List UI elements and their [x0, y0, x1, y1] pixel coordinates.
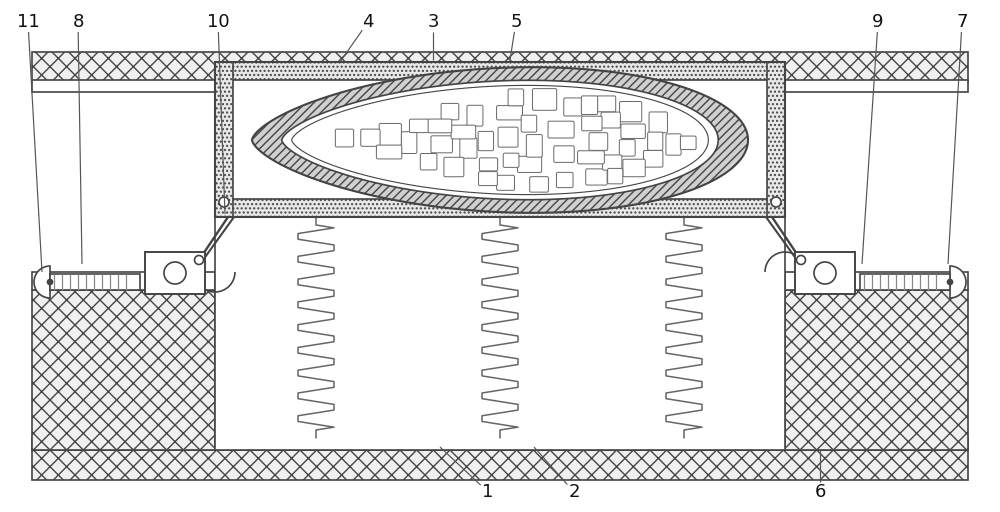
- FancyBboxPatch shape: [564, 98, 582, 116]
- Circle shape: [164, 262, 186, 284]
- Text: 7: 7: [956, 13, 968, 31]
- FancyBboxPatch shape: [379, 123, 401, 146]
- FancyBboxPatch shape: [666, 134, 681, 155]
- Text: 11: 11: [17, 13, 39, 31]
- FancyBboxPatch shape: [517, 156, 542, 173]
- FancyBboxPatch shape: [601, 112, 620, 128]
- FancyBboxPatch shape: [556, 173, 573, 187]
- Circle shape: [194, 255, 204, 265]
- Circle shape: [814, 262, 836, 284]
- Wedge shape: [34, 266, 50, 298]
- FancyBboxPatch shape: [532, 89, 557, 110]
- Circle shape: [48, 280, 52, 285]
- FancyBboxPatch shape: [478, 132, 494, 151]
- FancyBboxPatch shape: [335, 129, 354, 147]
- FancyBboxPatch shape: [401, 132, 417, 154]
- FancyBboxPatch shape: [623, 159, 645, 177]
- Bar: [215, 62, 233, 217]
- FancyBboxPatch shape: [441, 103, 459, 120]
- Text: 5: 5: [510, 13, 522, 31]
- FancyBboxPatch shape: [648, 132, 663, 151]
- FancyBboxPatch shape: [503, 153, 519, 167]
- Circle shape: [948, 280, 952, 285]
- Bar: [145, 252, 205, 294]
- Bar: [215, 62, 785, 80]
- FancyBboxPatch shape: [479, 172, 497, 185]
- FancyBboxPatch shape: [479, 158, 498, 171]
- Bar: [50, 274, 140, 290]
- FancyBboxPatch shape: [498, 127, 518, 147]
- Bar: [215, 199, 785, 217]
- Text: 10: 10: [207, 13, 229, 31]
- FancyBboxPatch shape: [548, 121, 574, 138]
- Polygon shape: [282, 80, 718, 200]
- Bar: [32, 290, 215, 450]
- FancyBboxPatch shape: [451, 125, 476, 139]
- Bar: [215, 62, 785, 217]
- FancyBboxPatch shape: [582, 116, 602, 131]
- FancyBboxPatch shape: [467, 105, 483, 126]
- FancyBboxPatch shape: [444, 157, 464, 177]
- FancyBboxPatch shape: [530, 177, 548, 192]
- FancyBboxPatch shape: [589, 133, 608, 151]
- FancyBboxPatch shape: [621, 124, 645, 138]
- Bar: [795, 252, 855, 294]
- Bar: [767, 62, 785, 217]
- FancyBboxPatch shape: [649, 112, 667, 133]
- FancyBboxPatch shape: [431, 136, 452, 153]
- FancyBboxPatch shape: [578, 151, 604, 164]
- Bar: [785, 272, 968, 290]
- FancyBboxPatch shape: [608, 168, 623, 184]
- FancyBboxPatch shape: [643, 151, 663, 167]
- Text: 4: 4: [362, 13, 374, 31]
- FancyBboxPatch shape: [460, 138, 477, 158]
- Circle shape: [771, 197, 781, 207]
- Text: 9: 9: [872, 13, 884, 31]
- FancyBboxPatch shape: [497, 105, 522, 120]
- Text: 2: 2: [568, 483, 580, 501]
- Bar: [32, 52, 968, 82]
- Circle shape: [796, 255, 806, 265]
- Text: 1: 1: [482, 483, 494, 501]
- Circle shape: [219, 197, 229, 207]
- FancyBboxPatch shape: [508, 89, 524, 106]
- FancyBboxPatch shape: [526, 135, 542, 157]
- Bar: [215, 215, 785, 450]
- Bar: [32, 80, 968, 92]
- Bar: [32, 438, 968, 450]
- FancyBboxPatch shape: [521, 115, 537, 132]
- Bar: [215, 62, 785, 217]
- FancyBboxPatch shape: [581, 96, 598, 115]
- FancyBboxPatch shape: [428, 119, 452, 133]
- FancyBboxPatch shape: [619, 140, 635, 156]
- Wedge shape: [950, 266, 966, 298]
- FancyBboxPatch shape: [620, 101, 642, 122]
- FancyBboxPatch shape: [603, 155, 622, 170]
- Bar: [860, 274, 950, 290]
- FancyBboxPatch shape: [597, 96, 616, 112]
- Bar: [32, 450, 968, 480]
- Text: 3: 3: [427, 13, 439, 31]
- Text: 8: 8: [72, 13, 84, 31]
- FancyBboxPatch shape: [680, 136, 696, 150]
- FancyBboxPatch shape: [554, 146, 574, 162]
- FancyBboxPatch shape: [420, 154, 437, 170]
- FancyBboxPatch shape: [586, 169, 607, 185]
- Polygon shape: [252, 67, 748, 213]
- FancyBboxPatch shape: [376, 145, 402, 159]
- Text: 6: 6: [814, 483, 826, 501]
- FancyBboxPatch shape: [497, 175, 514, 190]
- Bar: [32, 272, 215, 290]
- Bar: [785, 290, 968, 450]
- FancyBboxPatch shape: [361, 129, 380, 146]
- FancyBboxPatch shape: [409, 119, 429, 133]
